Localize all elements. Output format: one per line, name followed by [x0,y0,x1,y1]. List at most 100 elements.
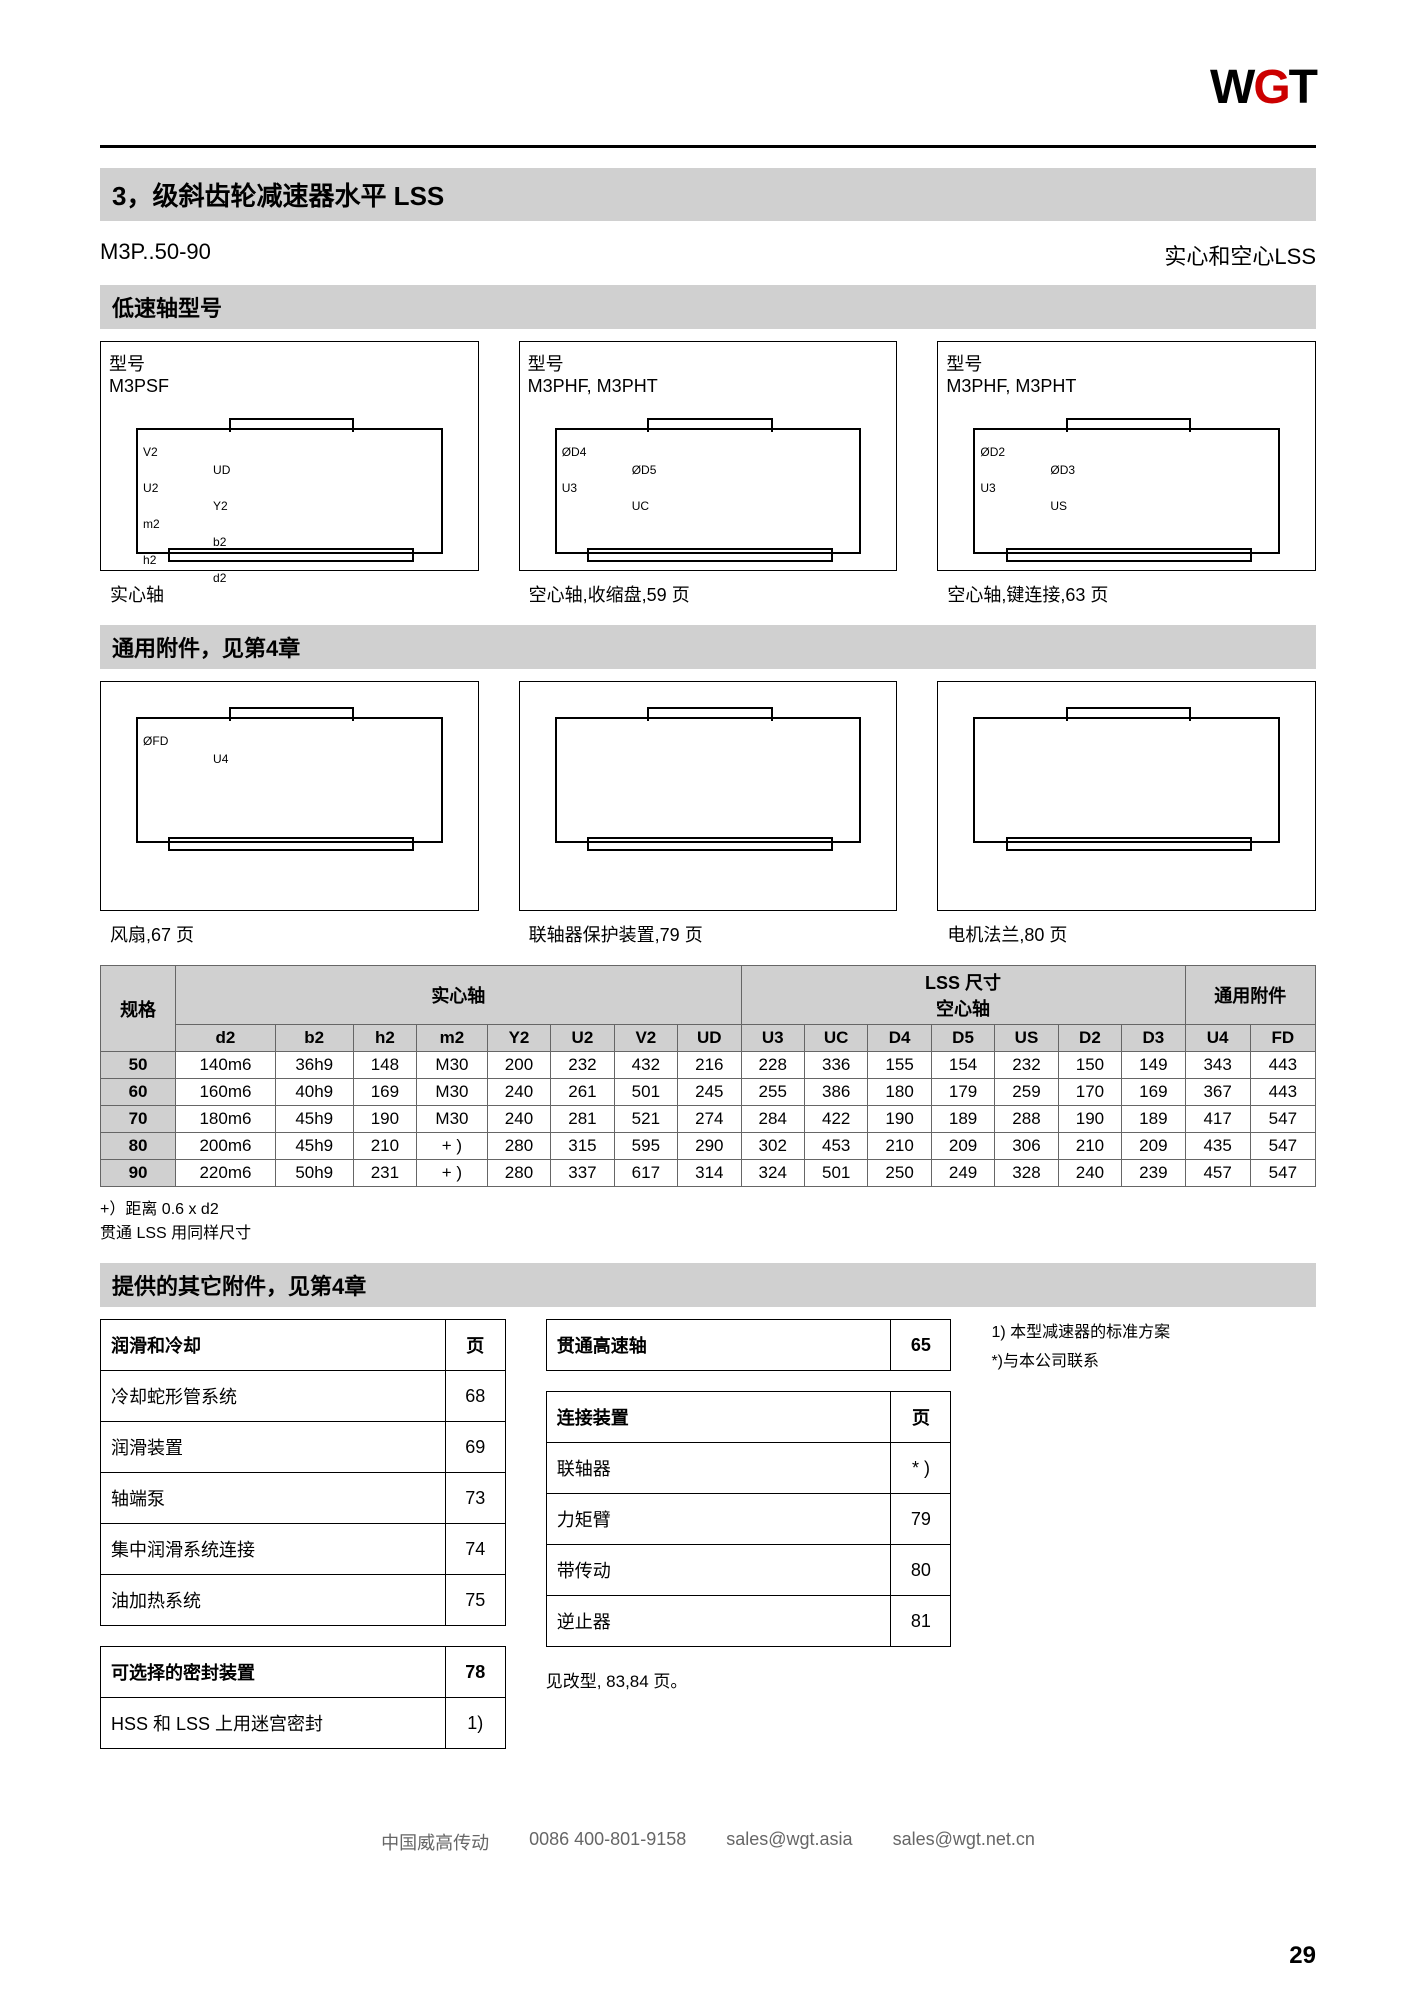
info-cell: HSS 和 LSS 上用迷宫密封 [101,1698,446,1749]
table-cell: 501 [804,1160,867,1187]
subtitle-row: M3P..50-90 实心和空心LSS [100,239,1316,271]
dim-label: U2 [143,481,158,495]
diagram-row-2: ØFDU4 风扇,67 页 联轴器保护装置,79 页 电机法兰,80 页 [100,681,1316,947]
table-cell: 367 [1185,1079,1250,1106]
header: WGT [100,60,1316,115]
dim-label: m2 [143,517,160,531]
dim-label: US [1050,499,1067,513]
diagram-frame: 型号M3PHF, M3PHT ØD4ØD5U3UC [519,341,898,571]
info-page: 1) [445,1698,505,1749]
table-cell: 220m6 [176,1160,276,1187]
table-cell: 228 [741,1052,804,1079]
top-divider [100,145,1316,148]
info-cell: 轴端泵 [101,1473,446,1524]
diagram-content: V2UDU2Y2m2b2h2d2 [109,401,470,581]
info-col-2: 贯通高速轴65 连接装置页联轴器* )力矩臂79带传动80逆止器81 见改型, … [546,1319,952,1769]
table-cell: 443 [1250,1052,1315,1079]
dim-label: ØD3 [1050,463,1075,477]
dim-label: ØD2 [980,445,1005,459]
col-header: h2 [353,1025,416,1052]
schematic-drawing [555,717,862,843]
diagram-content: ØFDU4 [109,690,470,870]
table-cell: 40h9 [275,1079,353,1106]
table-cell: 240 [1058,1160,1121,1187]
info-cell: 润滑装置 [101,1422,446,1473]
table-cell: 45h9 [275,1133,353,1160]
dim-label: h2 [143,553,156,567]
diagram-caption: 实心轴 [110,581,479,607]
table-cell: 315 [551,1133,614,1160]
schematic-drawing: V2UDU2Y2m2b2h2d2 [136,428,443,554]
schematic-drawing: ØD2ØD3U3US [973,428,1280,554]
table-cell: 209 [1122,1133,1185,1160]
table-cell: 337 [551,1160,614,1187]
logo-g: G [1253,61,1288,114]
info-page: * ) [891,1443,951,1494]
info-header: 润滑和冷却 [101,1320,446,1371]
diagram-box: 联轴器保护装置,79 页 [519,681,898,947]
heading-accessories: 通用附件，见第4章 [100,625,1316,669]
info-page-header: 78 [445,1647,505,1698]
col-header: U2 [551,1025,614,1052]
schematic-drawing [973,717,1280,843]
info-page: 68 [445,1371,505,1422]
table-cell: 386 [804,1079,867,1106]
model-code: M3P..50-90 [100,239,211,271]
table-cell: + ) [417,1133,488,1160]
table-cell: 259 [995,1079,1058,1106]
logo-w: W [1210,61,1253,114]
col-header: D3 [1122,1025,1185,1052]
table-cell: 281 [551,1106,614,1133]
diagram-label: 型号M3PHF, M3PHT [946,350,1307,397]
diagram-label: 型号M3PSF [109,350,470,397]
table-cell: 249 [931,1160,994,1187]
table-cell: 547 [1250,1106,1315,1133]
dim-label: UD [213,463,230,477]
sealing-table: 可选择的密封装置78HSS 和 LSS 上用迷宫密封1) [100,1646,506,1749]
table-cell: 232 [551,1052,614,1079]
table-cell: 343 [1185,1052,1250,1079]
info-cell: 集中润滑系统连接 [101,1524,446,1575]
dim-label: ØD4 [562,445,587,459]
table-cell: 180m6 [176,1106,276,1133]
side-note: 1) 本型减速器的标准方案 [991,1319,1316,1348]
col2-note: 见改型, 83,84 页。 [546,1667,952,1692]
table-cell: 190 [868,1106,931,1133]
logo: WGT [1210,60,1316,115]
table-cell: 70 [101,1106,176,1133]
table-cell: 179 [931,1079,994,1106]
table-cell: 240 [487,1106,550,1133]
col-header: m2 [417,1025,488,1052]
info-page: 73 [445,1473,505,1524]
info-page-header: 65 [891,1320,951,1371]
info-header: 可选择的密封装置 [101,1647,446,1698]
table-cell: M30 [417,1079,488,1106]
col-header: UD [678,1025,741,1052]
table-cell: 284 [741,1106,804,1133]
table-cell: 169 [1122,1079,1185,1106]
table-cell: 280 [487,1133,550,1160]
table-cell: 457 [1185,1160,1250,1187]
page-number: 29 [1289,1942,1316,1970]
table-cell: 336 [804,1052,867,1079]
table-cell: 140m6 [176,1052,276,1079]
table-cell: 306 [995,1133,1058,1160]
info-page: 74 [445,1524,505,1575]
table-cell: 60 [101,1079,176,1106]
table-cell: 314 [678,1160,741,1187]
footer-phone: 0086 400-801-9158 [529,1829,686,1855]
info-page-header: 页 [891,1392,951,1443]
info-cell: 联轴器 [546,1443,891,1494]
col-header: US [995,1025,1058,1052]
dim-label: d2 [213,571,226,585]
footer-email2: sales@wgt.net.cn [893,1829,1035,1855]
info-cell: 力矩臂 [546,1494,891,1545]
table-cell: 150 [1058,1052,1121,1079]
table-cell: 50 [101,1052,176,1079]
table-cell: 149 [1122,1052,1185,1079]
heading-other: 提供的其它附件，见第4章 [100,1263,1316,1307]
table-cell: 155 [868,1052,931,1079]
table-cell: 216 [678,1052,741,1079]
table-cell: 453 [804,1133,867,1160]
table-cell: 50h9 [275,1160,353,1187]
